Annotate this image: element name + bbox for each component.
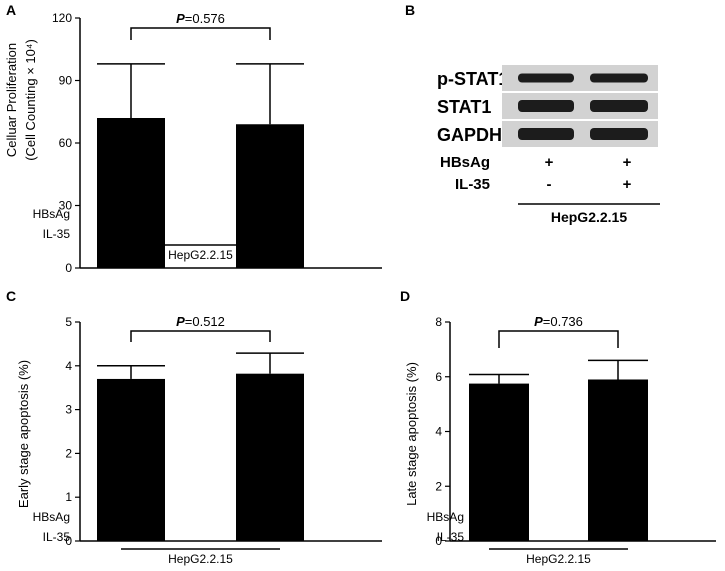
blot-condition-mark: -: [547, 176, 552, 193]
d-y-tick-label: 4: [435, 425, 442, 439]
blot-band: [590, 73, 648, 83]
panel-letter-b: B: [405, 2, 416, 18]
c-bar: [97, 378, 165, 541]
blot-band-label: GAPDH: [437, 125, 502, 145]
c-condition-mark: +: [127, 510, 134, 524]
c-bar: [236, 373, 304, 541]
d-condition-mark: -: [497, 530, 501, 544]
a-condition-mark: +: [266, 227, 273, 241]
a-bar: [97, 118, 165, 268]
d-p-value: P=0.736: [534, 314, 583, 329]
d-condition-mark: +: [495, 510, 502, 524]
blot-group-label: HepG2.2.15: [551, 209, 627, 225]
blot-band: [518, 73, 574, 83]
blot-condition-label: IL-35: [455, 176, 490, 193]
a-group-label: HepG2.2.15: [168, 248, 233, 262]
d-bar: [469, 383, 529, 541]
blot-condition-mark: +: [545, 154, 554, 171]
c-condition-mark: +: [266, 530, 273, 544]
d-y-tick-label: 6: [435, 370, 442, 384]
d-significance-bracket: [498, 330, 619, 348]
c-y-tick-label: 0: [65, 534, 72, 548]
c-condition-mark: -: [129, 530, 133, 544]
a-condition-mark: -: [129, 227, 133, 241]
a-significance-bracket: [130, 27, 271, 40]
blot-band: [590, 128, 648, 140]
c-condition-mark: +: [266, 510, 273, 524]
c-y-tick-label: 1: [65, 490, 72, 504]
d-y-tick-label: 2: [435, 479, 442, 493]
a-y-tick-label: 30: [59, 199, 73, 213]
a-y-tick-label: 0: [65, 261, 72, 275]
a-y-tick-label: 60: [59, 136, 73, 150]
d-y-tick-label: 0: [435, 534, 442, 548]
d-y-tick-label: 8: [435, 315, 442, 329]
c-condition-label: IL-35: [43, 530, 71, 544]
a-y-tick-label: 120: [52, 11, 72, 25]
blot-band: [590, 100, 648, 112]
a-y-label: Celluar Proliferation: [4, 43, 19, 157]
d-y-label: Late stage apoptosis (%): [404, 362, 419, 506]
blot-condition-mark: +: [623, 154, 632, 171]
blot-condition-label: HBsAg: [440, 154, 490, 171]
a-bar: [236, 124, 304, 268]
blot-band-label: STAT1: [437, 97, 491, 117]
a-y-label-2: (Cell Counting × 10⁴): [23, 39, 38, 161]
d-group-label: HepG2.2.15: [526, 552, 591, 566]
c-y-tick-label: 5: [65, 315, 72, 329]
panel-letter-d: D: [400, 288, 411, 304]
c-group-label: HepG2.2.15: [168, 552, 233, 566]
blot-condition-mark: +: [623, 176, 632, 193]
a-p-value: P=0.576: [176, 11, 225, 26]
d-condition-mark: +: [614, 510, 621, 524]
panel-letter-a: A: [6, 2, 17, 18]
c-y-tick-label: 2: [65, 446, 72, 460]
a-condition-mark: +: [266, 207, 273, 221]
a-y-tick-label: 90: [59, 74, 73, 88]
a-condition-label: HBsAg: [33, 207, 70, 221]
d-bar: [588, 379, 648, 541]
a-condition-mark: +: [127, 207, 134, 221]
c-y-tick-label: 4: [65, 359, 72, 373]
d-condition-label: IL-35: [437, 530, 465, 544]
d-condition-mark: +: [614, 530, 621, 544]
c-p-value: P=0.512: [176, 314, 225, 329]
c-y-label: Early stage apoptosis (%): [16, 360, 31, 508]
c-significance-bracket: [130, 330, 271, 342]
a-condition-label: IL-35: [43, 227, 71, 241]
blot-band-label: p-STAT1: [437, 69, 508, 89]
panel-letter-c: C: [6, 288, 17, 304]
blot-band: [518, 100, 574, 112]
blot-band: [518, 128, 574, 140]
c-y-tick-label: 3: [65, 403, 72, 417]
d-condition-label: HBsAg: [427, 510, 464, 524]
c-condition-label: HBsAg: [33, 510, 70, 524]
